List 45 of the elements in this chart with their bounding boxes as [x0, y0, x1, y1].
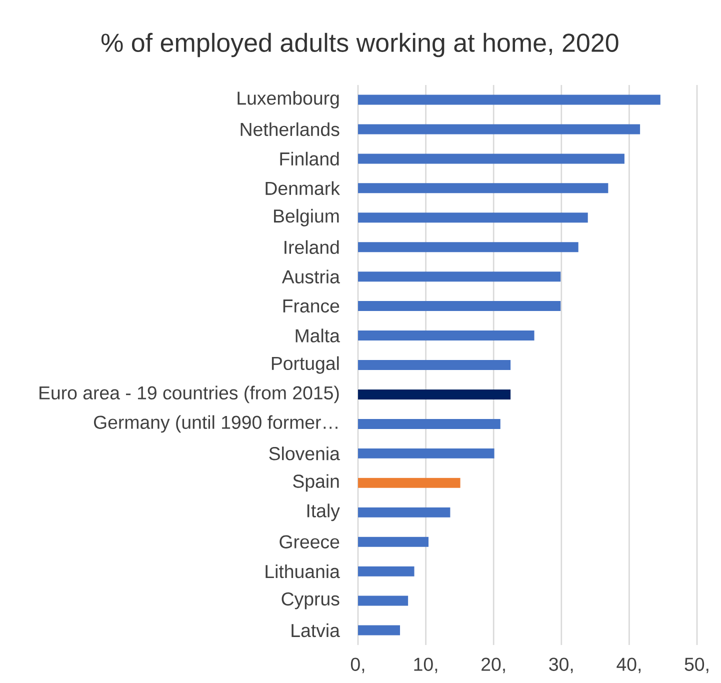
y-tick-label: Ireland: [284, 240, 339, 254]
y-tick-label: Portugal: [272, 356, 339, 374]
y-tick-label: France: [283, 300, 340, 313]
bar: [358, 94, 660, 105]
y-tick-label: Netherlands: [240, 122, 340, 136]
y-tick-label: Austria: [282, 270, 340, 284]
bar: [358, 183, 608, 194]
y-tick-label: Germany (until 1990 former…: [94, 415, 338, 433]
y-tick-label: Slovenia: [269, 446, 340, 460]
y-tick-label: Malta: [296, 328, 340, 342]
y-tick-label: Finland: [280, 152, 339, 166]
chart-title: % of employed adults working at home, 2020: [101, 32, 618, 58]
bar: [358, 596, 408, 606]
bar: [358, 448, 494, 458]
y-tick-label: Greece: [280, 535, 340, 548]
x-tick-label: 0,: [350, 658, 364, 674]
y-tick-label: Belgium: [274, 208, 339, 226]
y-tick-label: Latvia: [292, 623, 340, 638]
bar: [358, 478, 460, 488]
y-tick-label: Euro area - 19 countries (from 2015): [40, 386, 339, 404]
y-tick-label: Denmark: [266, 181, 340, 196]
x-tick-label: 20,: [482, 658, 505, 674]
bar: [358, 330, 534, 341]
bar: [358, 418, 500, 429]
y-tick-label: Lithuania: [266, 564, 340, 578]
bar: [358, 154, 624, 164]
x-tick-label: 50,: [684, 658, 708, 674]
bar: [358, 625, 400, 636]
x-tick-label: 30,: [549, 658, 573, 674]
y-tick-label: Spain: [293, 474, 339, 492]
x-tick-label: 40,: [616, 658, 640, 674]
bar: [358, 242, 578, 252]
bar: [358, 360, 511, 370]
bar: [358, 389, 511, 400]
y-tick-label: Luxembourg: [238, 91, 339, 108]
bar: [358, 566, 414, 576]
bar: [358, 507, 450, 518]
bar: [358, 124, 640, 134]
bar: [358, 301, 561, 312]
x-tick-label: 10,: [414, 658, 438, 674]
bar: [358, 272, 561, 282]
bar: [358, 212, 588, 223]
bar: [358, 536, 429, 547]
y-tick-label: Cyprus: [282, 592, 340, 610]
y-tick-label: Italy: [307, 504, 340, 522]
